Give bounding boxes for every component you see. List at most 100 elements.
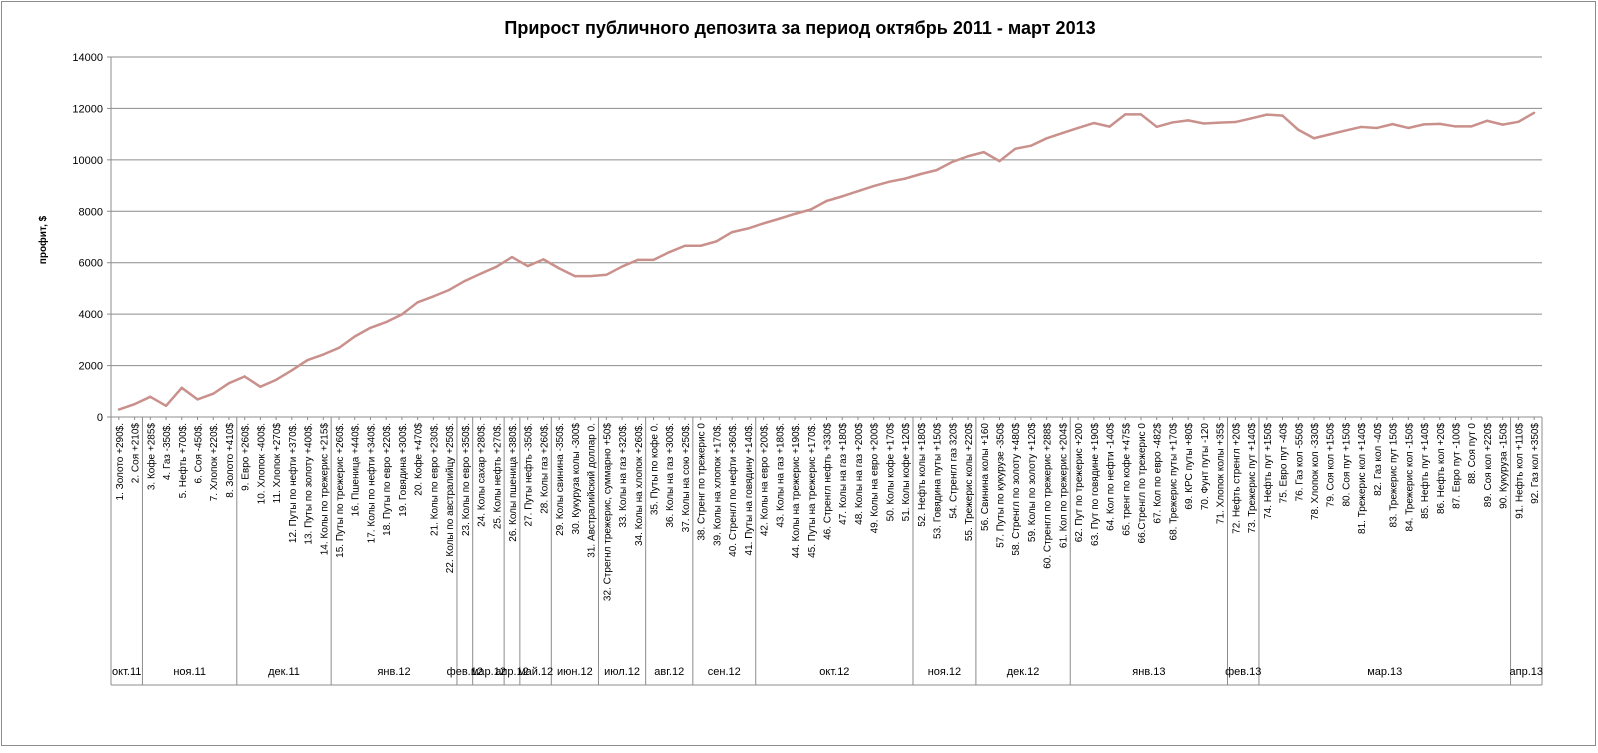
x-tick-label: 81. Трежерис кол +140$	[1357, 423, 1368, 534]
data-point	[1218, 121, 1221, 124]
x-tick-label: 71. Хлопок колы +35$	[1216, 423, 1227, 525]
data-point	[903, 177, 907, 180]
data-point	[841, 195, 844, 198]
data-point	[573, 274, 577, 278]
x-tick-label: 4. Газ -350$.	[162, 423, 173, 480]
month-label: июн.12	[557, 666, 593, 678]
data-point	[196, 398, 199, 401]
data-point	[825, 199, 828, 203]
y-tick-label: 0	[97, 412, 103, 424]
x-tick-label: 58. Стренгл по золоту +480$	[1011, 423, 1022, 556]
data-point	[746, 227, 750, 230]
grid-lines	[111, 56, 1542, 367]
x-tick-label: 78. Хлопок кол -330$	[1310, 423, 1321, 520]
x-tick-label: 26. Колы пшеница +380$.	[508, 423, 519, 542]
data-point	[919, 172, 923, 176]
x-tick-label: 85. Нефть пут +140$	[1419, 423, 1431, 519]
month-label: янв.12	[377, 666, 410, 678]
data-point	[1124, 113, 1127, 116]
x-tick-label: 50. Колы кофе +170$	[884, 423, 896, 522]
x-tick-label: 31. Австралийский доллар 0.	[587, 423, 598, 558]
data-point	[510, 255, 514, 259]
data-point	[133, 402, 136, 406]
data-point	[1532, 111, 1536, 115]
data-point	[1470, 125, 1473, 128]
data-point	[1438, 122, 1441, 126]
month-label: ноя.11	[173, 666, 206, 678]
data-point	[809, 208, 812, 211]
x-tick-label: 43. Колы на газ +180$.	[775, 423, 786, 528]
x-tick-label: 47. Колы на газ +180$	[838, 423, 849, 525]
x-tick-label: 8. Золото +410$	[225, 423, 236, 498]
x-tick-label: 20. Кофе +470$	[413, 423, 425, 496]
y-tick-label: 14000	[72, 52, 103, 64]
x-tick-labels: 1. Золото +290$. 2. Соя +210$ 3. Кофе +285…	[115, 423, 1541, 602]
month-label: дек.11	[268, 666, 300, 678]
data-point	[1092, 121, 1096, 125]
data-point	[1312, 137, 1316, 140]
data-point	[274, 378, 278, 382]
x-tick-label: 46. Стренгл нефть +330$	[822, 423, 834, 540]
x-tick-label: 91. Нефть кол +110$	[1513, 423, 1525, 519]
data-point	[793, 212, 797, 216]
data-point	[872, 184, 875, 188]
data-point	[542, 258, 545, 261]
month-label: ноя.12	[928, 666, 961, 678]
chart-title: Прирост публичного депозита за период ок…	[504, 18, 1095, 38]
data-point	[1139, 113, 1143, 116]
data-point	[1029, 144, 1033, 147]
data-point	[416, 301, 419, 304]
data-point	[1454, 125, 1457, 128]
x-tick-label: 63. Пут по говядине +190$	[1090, 423, 1101, 546]
data-point	[1344, 129, 1347, 132]
month-label: апр.12	[495, 666, 528, 678]
data-point	[432, 295, 435, 298]
x-tick-label: 44. Колы на трежерис +190$.	[791, 423, 802, 558]
x-tick-label: 11. Хлопок +270$	[272, 423, 283, 504]
x-tick-label: 73. Трежерис пут +140$	[1247, 423, 1258, 534]
data-point	[1155, 125, 1158, 129]
data-point	[1485, 119, 1489, 122]
x-tick-label: 36. Колы на газ +300$.	[665, 423, 676, 528]
data-point	[762, 222, 765, 225]
data-point	[888, 180, 891, 183]
data-point	[259, 385, 262, 388]
x-tick-label: 13. Путы по золоту +400$.	[304, 423, 315, 545]
data-point	[1249, 117, 1253, 120]
month-label: май.12	[518, 666, 553, 678]
x-tick-label: 90. Кукуруза -150$	[1499, 423, 1510, 509]
x-tick-label: 32. Стрегнл трежерис, суммарно +50$	[602, 423, 613, 602]
data-point	[1297, 128, 1300, 131]
x-tick-label: 17. Колы по нефти +340$.	[365, 423, 377, 543]
y-tick-label: 4000	[79, 309, 103, 321]
x-tick-label: 53. Говядина путы +150$	[933, 423, 944, 539]
x-tick-label: 76. Газ кол -550$	[1294, 423, 1305, 502]
data-point	[353, 335, 356, 338]
month-label: мар.13	[1367, 666, 1402, 678]
x-tick-label: 23. Колы по евро +350$.	[461, 423, 472, 536]
x-tick-label: 74. Нефть пут +150$	[1262, 423, 1274, 519]
data-point	[1186, 119, 1190, 122]
data-point	[1517, 120, 1520, 124]
series	[117, 111, 1536, 411]
x-tick-label: 41. Путы на говядину +140$.	[744, 423, 755, 555]
data-point	[227, 381, 231, 385]
x-tick-label: 57. Путы по кукурузе -350$	[995, 423, 1006, 548]
data-point	[526, 264, 529, 268]
data-point	[966, 155, 970, 158]
x-tick-label: 75. Евро пут -40$	[1279, 423, 1290, 504]
data-point	[636, 258, 639, 262]
x-tick-label: 56. Свинина колы +160	[980, 423, 991, 531]
x-tick-label: 35. Путы по кофе 0.	[649, 423, 661, 515]
x-tick-label: 65. тренг по кофе +475$	[1120, 423, 1132, 536]
data-point	[1171, 121, 1174, 124]
data-point	[322, 353, 325, 356]
x-tick-label: 84. Трежерис кол -150$	[1404, 423, 1415, 532]
data-point	[557, 267, 561, 270]
x-tick-label: 9. Евро +260$.	[241, 423, 252, 491]
y-tick-label: 12000	[72, 103, 103, 115]
data-point	[951, 160, 954, 164]
data-point	[1281, 114, 1284, 117]
